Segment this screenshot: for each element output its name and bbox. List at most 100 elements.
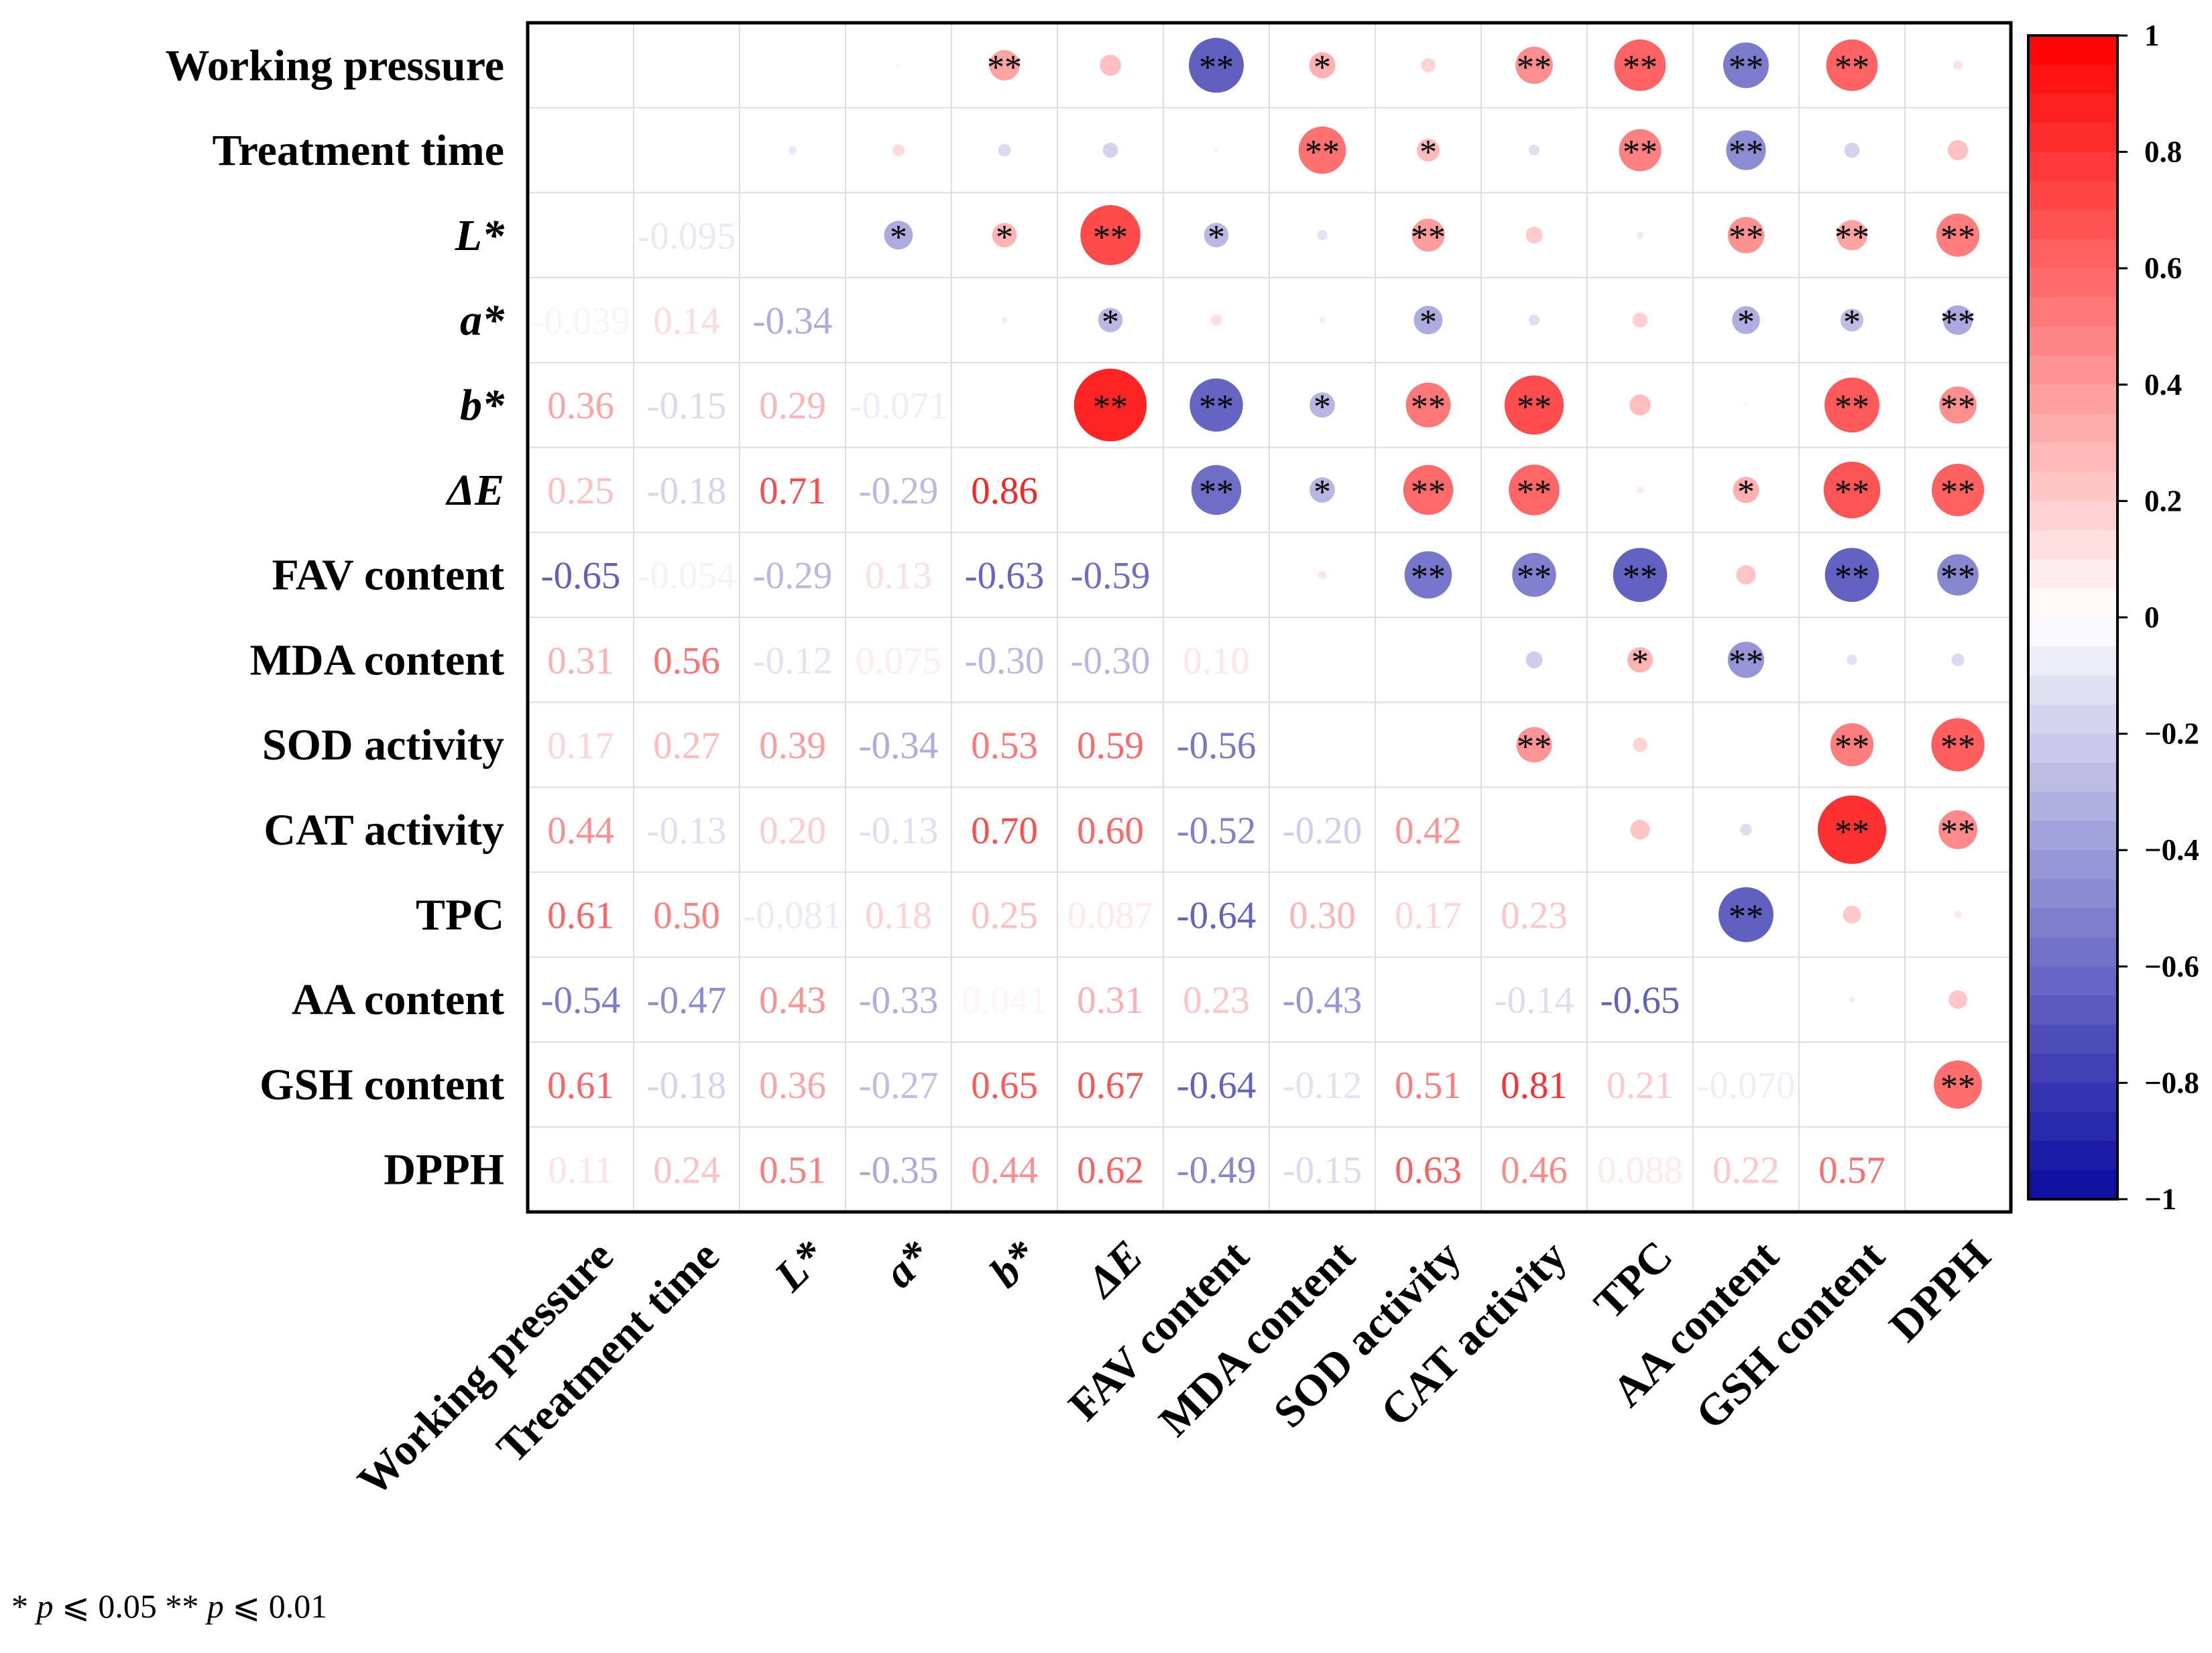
significance-mark: * — [1737, 304, 1755, 342]
significance-mark: ** — [1517, 388, 1552, 426]
correlation-circle — [1309, 52, 1336, 78]
correlation-circle — [1744, 403, 1748, 407]
correlation-circle — [998, 143, 1011, 157]
plot-frame — [526, 21, 2013, 1214]
colorbar-tick-label: 0 — [2144, 601, 2160, 634]
correlation-circle — [1939, 386, 1977, 424]
value-label: 0.61 — [547, 895, 614, 937]
correlation-circle — [1080, 205, 1141, 265]
colorbar-band — [2028, 472, 2117, 501]
value-label: -0.65 — [541, 555, 621, 597]
value-label: -0.12 — [1283, 1064, 1362, 1107]
correlation-circle — [1525, 227, 1543, 244]
grid — [528, 23, 2011, 1212]
colorbar-band — [2028, 64, 2117, 95]
row-label: MDA content — [250, 635, 504, 684]
significance-mark: ** — [1199, 388, 1234, 426]
significance-mark: ** — [1411, 473, 1446, 511]
significance-mark: ** — [1517, 48, 1552, 86]
value-label: 0.17 — [547, 725, 614, 767]
colorbar-band — [2028, 763, 2117, 792]
row-label: Treatment time — [212, 126, 504, 175]
correlation-circle — [1719, 887, 1773, 942]
colorbar-tick-label: 0.6 — [2144, 251, 2182, 285]
correlation-circle — [1953, 60, 1963, 70]
value-label: 0.075 — [856, 639, 941, 682]
colorbar-band — [2028, 559, 2117, 589]
value-label: 0.36 — [547, 385, 614, 427]
legend-mark: ** — [165, 1587, 198, 1625]
significance-mark: ** — [1517, 558, 1552, 597]
significance-mark: ** — [1940, 813, 1975, 851]
colorbar-band — [2028, 530, 2117, 560]
value-label: 0.11 — [548, 1150, 614, 1192]
value-label: 0.30 — [1289, 895, 1356, 937]
colorbar-band — [2028, 210, 2117, 240]
value-label: 0.46 — [1501, 1150, 1568, 1192]
significance-mark: ** — [1835, 558, 1869, 597]
value-label: 0.088 — [1597, 1150, 1683, 1192]
correlation-circle — [1723, 42, 1769, 88]
colorbar-tick-label: −0.6 — [2144, 950, 2199, 983]
correlation-circles — [789, 38, 1985, 1109]
value-label: -0.13 — [859, 810, 939, 852]
significance-mark: ** — [1729, 898, 1763, 936]
value-label: 0.39 — [759, 725, 826, 767]
value-label: 0.67 — [1077, 1064, 1144, 1107]
correlation-circle — [1516, 727, 1552, 763]
value-label: -0.14 — [1495, 979, 1574, 1022]
significance-mark: * — [890, 219, 907, 257]
value-label: 0.70 — [971, 810, 1038, 852]
significance-mark: ** — [1835, 219, 1869, 257]
significance-mark: * — [1314, 388, 1331, 426]
significance-mark: ** — [1940, 219, 1975, 257]
value-label: 0.53 — [971, 725, 1038, 767]
value-label: -0.35 — [859, 1150, 939, 1192]
colorbar-tick-label: −0.2 — [2144, 717, 2199, 751]
value-label: -0.59 — [1071, 555, 1151, 597]
value-label: 0.31 — [547, 639, 614, 682]
value-label: 0.18 — [865, 895, 932, 937]
value-label: -0.18 — [647, 470, 727, 512]
correlation-circle — [1191, 465, 1242, 515]
colorbar-band — [2028, 1054, 2117, 1083]
value-label: -0.070 — [1696, 1064, 1795, 1107]
colorbar-band — [2028, 1141, 2117, 1171]
significance-mark: * — [1314, 473, 1331, 511]
correlation-circle — [1204, 223, 1229, 248]
row-label: L* — [455, 211, 505, 260]
correlation-circle — [1509, 465, 1560, 515]
legend-condition: ⩽ 0.05 — [62, 1587, 157, 1625]
correlation-circle — [892, 144, 905, 156]
significance-mark: ** — [1940, 728, 1975, 766]
colorbar-tick-label: 0.4 — [2144, 368, 2182, 402]
significance-mark: ** — [1093, 219, 1128, 257]
correlation-circle — [1726, 130, 1766, 170]
correlation-circle — [1942, 305, 1973, 335]
value-label: 0.24 — [653, 1150, 720, 1192]
correlation-circle — [1001, 317, 1008, 323]
correlation-circle — [1614, 39, 1666, 91]
value-label: 0.59 — [1077, 725, 1144, 767]
correlation-circle — [1847, 654, 1857, 665]
significance-mark: * — [1419, 133, 1437, 172]
significance-mark: ** — [1623, 558, 1657, 597]
correlation-circle — [1840, 308, 1864, 332]
correlation-circle — [1636, 486, 1644, 494]
value-label: -0.039 — [531, 300, 630, 343]
correlation-circle — [1100, 54, 1121, 76]
row-label: SOD activity — [262, 721, 504, 770]
value-label: 0.56 — [653, 639, 720, 682]
correlation-circle — [884, 221, 913, 250]
value-label: -0.13 — [647, 810, 727, 852]
colorbar-tick-label: 1 — [2144, 19, 2160, 52]
correlation-circle — [1413, 306, 1443, 334]
correlation-circle — [1844, 142, 1860, 158]
correlation-circle — [1317, 230, 1328, 241]
correlation-circle — [1512, 552, 1556, 597]
significance-mark: ** — [1093, 388, 1128, 426]
correlation-circle — [1633, 737, 1647, 752]
significance-mark: * — [1631, 643, 1649, 681]
legend-condition: ⩽ 0.01 — [232, 1587, 327, 1625]
value-label: 0.81 — [1501, 1064, 1568, 1107]
